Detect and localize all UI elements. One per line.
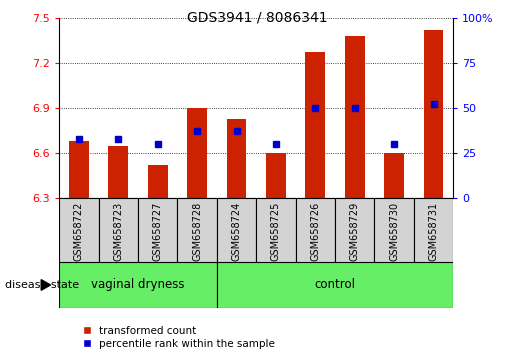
Bar — [177, 198, 217, 262]
Text: control: control — [315, 279, 355, 291]
Text: GSM658729: GSM658729 — [350, 201, 359, 261]
Text: GSM658724: GSM658724 — [232, 201, 242, 261]
Bar — [335, 198, 374, 262]
Text: GSM658730: GSM658730 — [389, 201, 399, 261]
Bar — [99, 198, 138, 262]
Bar — [59, 262, 217, 308]
Bar — [414, 198, 453, 262]
Text: GSM658727: GSM658727 — [153, 201, 163, 261]
Bar — [384, 153, 404, 198]
Bar — [69, 141, 89, 198]
Bar — [227, 119, 246, 198]
Bar — [138, 198, 177, 262]
Text: vaginal dryness: vaginal dryness — [91, 279, 185, 291]
Bar — [374, 198, 414, 262]
Text: GSM658728: GSM658728 — [192, 201, 202, 261]
Bar — [217, 198, 256, 262]
Text: GDS3941 / 8086341: GDS3941 / 8086341 — [187, 11, 328, 25]
Bar — [148, 165, 167, 198]
Text: GSM658725: GSM658725 — [271, 201, 281, 261]
Bar — [424, 30, 443, 198]
Bar — [217, 262, 453, 308]
Bar — [109, 145, 128, 198]
Text: GSM658731: GSM658731 — [428, 201, 438, 261]
Bar — [296, 198, 335, 262]
Text: disease state: disease state — [5, 280, 79, 290]
Bar — [345, 36, 365, 198]
Text: GSM658726: GSM658726 — [311, 201, 320, 261]
Bar — [59, 198, 99, 262]
Bar — [187, 108, 207, 198]
Legend: transformed count, percentile rank within the sample: transformed count, percentile rank withi… — [82, 326, 275, 349]
Bar — [256, 198, 296, 262]
Text: GSM658723: GSM658723 — [113, 201, 123, 261]
Text: GSM658722: GSM658722 — [74, 201, 84, 261]
Bar — [305, 52, 325, 198]
Bar — [266, 153, 286, 198]
